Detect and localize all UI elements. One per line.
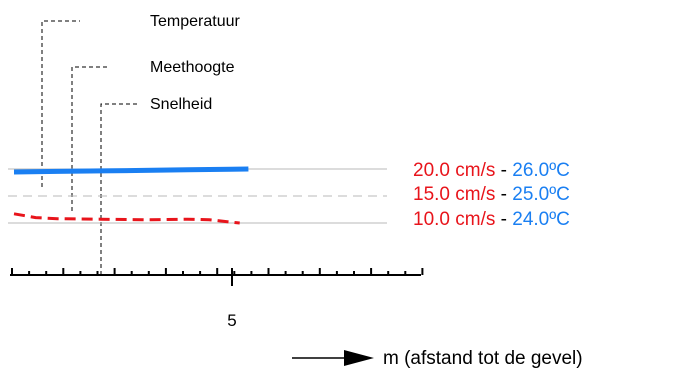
gridlines [8, 168, 387, 224]
legend-leader-0 [41, 20, 80, 187]
temp-value: 24.0ºC [512, 209, 570, 230]
legend-label-0: Temperatuur [150, 13, 240, 30]
separator: - [495, 184, 512, 205]
speed-value: 10.0 cm/s [413, 209, 495, 230]
x-axis: 5 [10, 268, 424, 330]
series-line-snelheid [13, 212, 240, 225]
x-axis-title: m (afstand tot de gevel) [383, 348, 583, 369]
x-tick-label: 5 [227, 311, 236, 330]
legend-label-1: Meethoogte [150, 59, 235, 76]
scale-labels: 20.0 cm/s - 26.0ºC 15.0 cm/s - 25.0ºC 10.0… [413, 160, 570, 230]
scale-label-row: 20.0 cm/s - 26.0ºC [413, 160, 570, 181]
legend-leader-2 [100, 103, 139, 275]
arrow-icon [344, 350, 374, 366]
temp-value: 26.0ºC [512, 160, 570, 181]
legend-label-2: Snelheid [150, 96, 212, 113]
legend-leader-1 [71, 66, 110, 211]
separator: - [495, 209, 512, 230]
x-axis-title-group: m (afstand tot de gevel) [292, 348, 583, 369]
scale-label-row: 10.0 cm/s - 24.0ºC [413, 209, 570, 230]
series-line-temperatuur [13, 166, 249, 175]
legend: Temperatuur Meethoogte Snelheid [41, 13, 240, 275]
scale-label-row: 15.0 cm/s - 25.0ºC [413, 184, 570, 205]
speed-value: 20.0 cm/s [413, 160, 495, 181]
series [13, 166, 249, 225]
separator: - [495, 160, 512, 181]
temp-value: 25.0ºC [512, 184, 570, 205]
speed-value: 15.0 cm/s [413, 184, 495, 205]
